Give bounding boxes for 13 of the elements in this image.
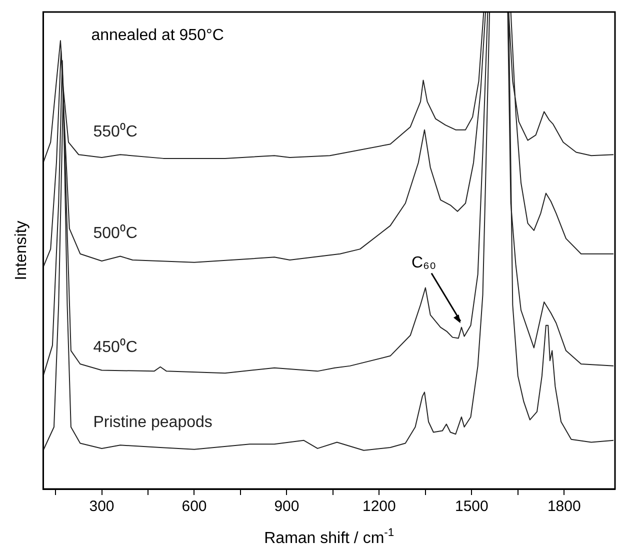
series-label: 450⁰C	[93, 338, 138, 356]
x-tick-label: 300	[89, 498, 114, 516]
annotation: C₆₀	[411, 254, 436, 272]
series-label: 550⁰C	[93, 122, 138, 141]
x-tick-label: 1200	[362, 498, 396, 516]
x-tick-label: 1800	[547, 498, 581, 516]
x-tick-label: 900	[274, 498, 300, 516]
x-tick-label: 1500	[454, 498, 488, 516]
x-tick-label: 600	[182, 498, 207, 516]
annotation: annealed at 950°C	[91, 27, 224, 44]
series-label: 500⁰C	[93, 224, 138, 242]
series-label: Pristine peapods	[93, 414, 212, 432]
y-axis-title: Intensity	[13, 220, 30, 280]
